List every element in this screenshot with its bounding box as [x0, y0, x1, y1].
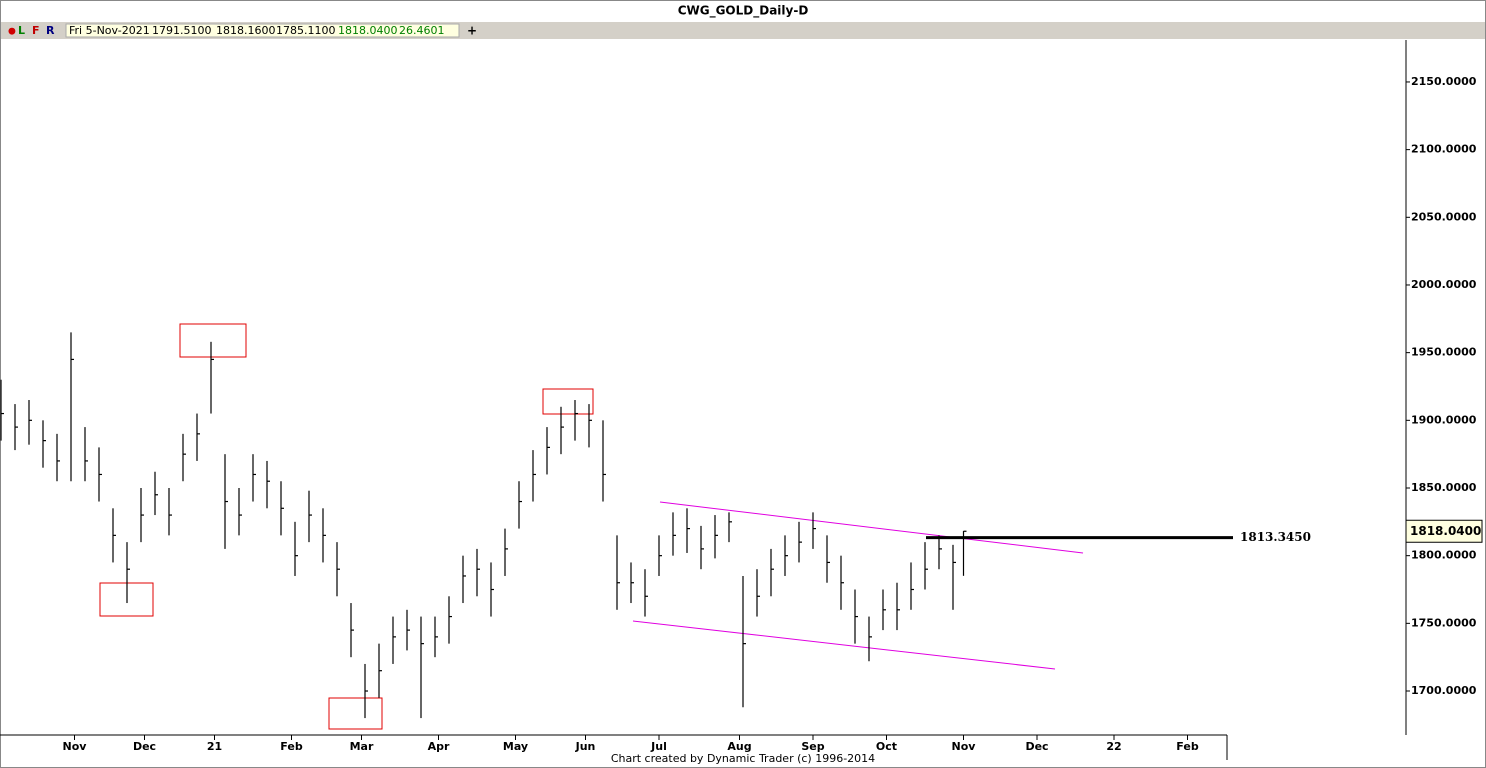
- info-high: 1818.1600: [216, 24, 276, 37]
- toolbar-button[interactable]: F: [32, 24, 40, 37]
- pivot-box: [179, 323, 247, 358]
- status-dot: ●: [8, 27, 16, 37]
- footer: Chart created by Dynamic Trader (c) 1996…: [611, 752, 875, 765]
- y-tick-label: 1800.0000: [1411, 549, 1477, 562]
- y-tick-label: 2100.0000: [1411, 143, 1477, 156]
- add-button[interactable]: +: [467, 24, 477, 38]
- x-tick-label: Aug: [727, 740, 751, 753]
- info-range: 26.4601: [399, 24, 445, 37]
- x-tick-label: May: [503, 740, 528, 753]
- y-tick-label: 2050.0000: [1411, 210, 1477, 223]
- level-label: 1813.3450: [1240, 530, 1311, 544]
- info-close: 1818.0400: [338, 24, 398, 37]
- info-low: 1785.1100: [276, 24, 336, 37]
- x-tick-label: Jun: [575, 740, 596, 753]
- last-price-box: [1405, 519, 1483, 543]
- x-tick-label: Jul: [650, 740, 667, 753]
- x-tick-label: Mar: [350, 740, 374, 753]
- x-tick-label: Apr: [428, 740, 450, 753]
- trend-line: [632, 620, 1056, 670]
- info-open: 1791.5100: [152, 24, 212, 37]
- y-tick-label: 1850.0000: [1411, 481, 1477, 494]
- last-price-label: 1818.0400: [1410, 524, 1481, 538]
- trend-line: [659, 501, 1084, 554]
- toolbar-button[interactable]: L: [18, 24, 25, 37]
- y-tick-label: 2150.0000: [1411, 75, 1477, 88]
- x-tick-label: Nov: [63, 740, 88, 753]
- x-tick-label: 22: [1106, 740, 1121, 753]
- x-tick-label: Dec: [1025, 740, 1048, 753]
- chart-title: CWG_GOLD_Daily-D: [678, 4, 809, 19]
- pivot-box: [542, 388, 594, 415]
- y-tick-label: 1950.0000: [1411, 346, 1477, 359]
- x-tick-label: Sep: [801, 740, 824, 753]
- x-tick-label: 21: [207, 740, 222, 753]
- x-tick-label: Feb: [280, 740, 303, 753]
- y-tick-label: 1700.0000: [1411, 684, 1477, 697]
- pivot-box: [328, 697, 383, 730]
- x-tick-label: Dec: [133, 740, 156, 753]
- x-tick-label: Oct: [876, 740, 897, 753]
- x-tick-label: Feb: [1176, 740, 1199, 753]
- y-tick-label: 1900.0000: [1411, 413, 1477, 426]
- x-tick-label: Nov: [952, 740, 977, 753]
- y-tick-label: 1750.0000: [1411, 616, 1477, 629]
- info-date: Fri 5-Nov-2021: [69, 24, 150, 37]
- toolbar-button[interactable]: R: [46, 24, 55, 37]
- y-tick-label: 2000.0000: [1411, 278, 1477, 291]
- info-box: [65, 23, 460, 38]
